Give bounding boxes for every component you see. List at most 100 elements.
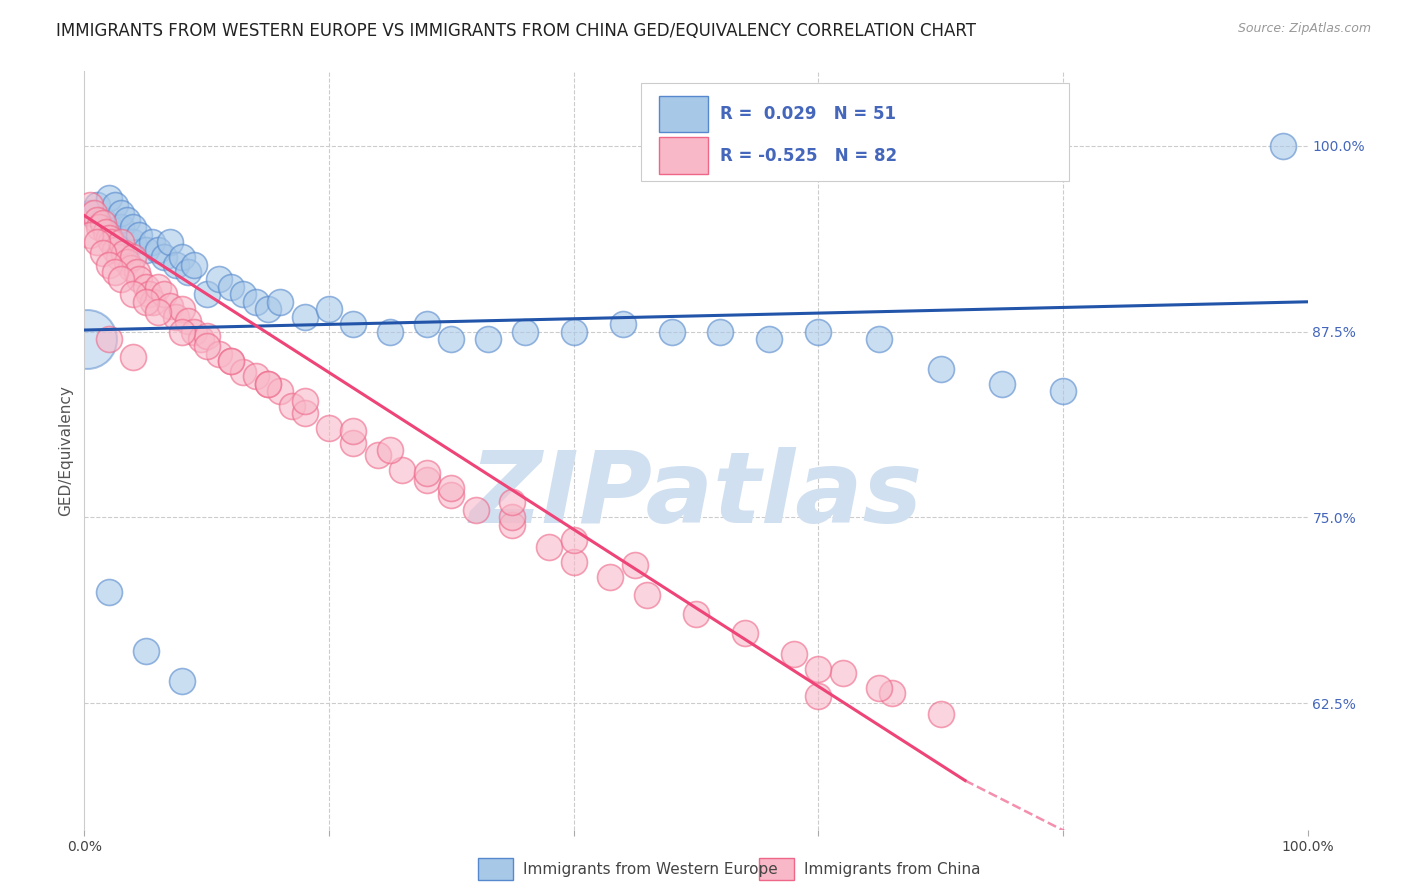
Point — [177, 314, 200, 328]
Point — [172, 673, 194, 688]
Point — [416, 473, 439, 487]
Point — [97, 191, 120, 205]
Point — [110, 235, 132, 250]
Point — [758, 332, 780, 346]
Point — [1272, 138, 1295, 153]
Point — [87, 220, 110, 235]
Point — [104, 227, 127, 242]
Point — [107, 250, 129, 264]
Point — [513, 325, 536, 339]
Point — [380, 443, 402, 458]
Point — [538, 540, 561, 554]
Point — [416, 317, 439, 331]
Point — [661, 325, 683, 339]
Point — [79, 205, 101, 219]
Text: Immigrants from Western Europe: Immigrants from Western Europe — [523, 863, 778, 877]
Point — [342, 424, 364, 438]
Point — [807, 689, 830, 703]
Point — [135, 280, 157, 294]
Point — [91, 213, 114, 227]
Point — [172, 325, 194, 339]
Point — [502, 510, 524, 524]
Point — [245, 369, 267, 384]
Point — [257, 302, 280, 317]
Point — [86, 213, 108, 227]
Point — [146, 243, 169, 257]
Point — [391, 463, 413, 477]
Point — [685, 607, 707, 621]
Point — [342, 317, 364, 331]
Point — [367, 448, 389, 462]
Point — [269, 384, 291, 398]
Text: Immigrants from China: Immigrants from China — [804, 863, 981, 877]
Text: Source: ZipAtlas.com: Source: ZipAtlas.com — [1237, 22, 1371, 36]
Point — [122, 287, 145, 301]
Point — [502, 495, 524, 509]
Point — [734, 626, 756, 640]
Point — [112, 245, 135, 260]
Point — [165, 310, 187, 324]
Point — [929, 361, 952, 376]
Point — [142, 294, 165, 309]
Point — [128, 272, 150, 286]
Point — [257, 376, 280, 391]
Point — [110, 272, 132, 286]
Point — [122, 235, 145, 250]
Bar — [659, 137, 709, 174]
Point — [79, 227, 101, 242]
Point — [562, 325, 585, 339]
Point — [97, 584, 120, 599]
Point — [122, 220, 145, 235]
Point — [281, 399, 304, 413]
Point — [318, 302, 340, 317]
Point — [269, 294, 291, 309]
Point — [219, 280, 242, 294]
Point — [294, 310, 316, 324]
Point — [120, 260, 142, 275]
Point — [294, 394, 316, 409]
Point — [110, 220, 132, 235]
Text: R = -0.525   N = 82: R = -0.525 N = 82 — [720, 146, 897, 164]
Point — [86, 198, 108, 212]
Point — [709, 325, 731, 339]
Point — [97, 220, 120, 235]
Point — [880, 686, 903, 700]
Point — [97, 332, 120, 346]
Point — [146, 280, 169, 294]
Point — [79, 198, 101, 212]
Point — [97, 258, 120, 272]
Point — [562, 533, 585, 547]
Point — [153, 287, 176, 301]
Text: R =  0.029   N = 51: R = 0.029 N = 51 — [720, 105, 897, 123]
Point — [183, 258, 205, 272]
Point — [125, 265, 148, 279]
Point — [477, 332, 499, 346]
Point — [146, 305, 169, 319]
Point — [612, 317, 634, 331]
Point — [599, 570, 621, 584]
Point — [208, 347, 231, 361]
Point — [183, 325, 205, 339]
Point — [636, 588, 658, 602]
Point — [159, 299, 181, 313]
Point — [195, 339, 218, 353]
Point — [624, 558, 647, 572]
Point — [91, 216, 114, 230]
Point — [172, 250, 194, 264]
Point — [440, 332, 463, 346]
Point — [783, 647, 806, 661]
Text: ZIPatlas: ZIPatlas — [470, 448, 922, 544]
Point — [219, 354, 242, 368]
Point — [97, 231, 120, 245]
Point — [141, 235, 163, 250]
Point — [91, 245, 114, 260]
Point — [440, 481, 463, 495]
Point — [562, 555, 585, 569]
Text: IMMIGRANTS FROM WESTERN EUROPE VS IMMIGRANTS FROM CHINA GED/EQUIVALENCY CORRELAT: IMMIGRANTS FROM WESTERN EUROPE VS IMMIGR… — [56, 22, 976, 40]
Point — [135, 644, 157, 658]
Point — [104, 265, 127, 279]
Point — [159, 235, 181, 250]
Point — [190, 332, 212, 346]
Point — [232, 287, 254, 301]
Point — [318, 421, 340, 435]
